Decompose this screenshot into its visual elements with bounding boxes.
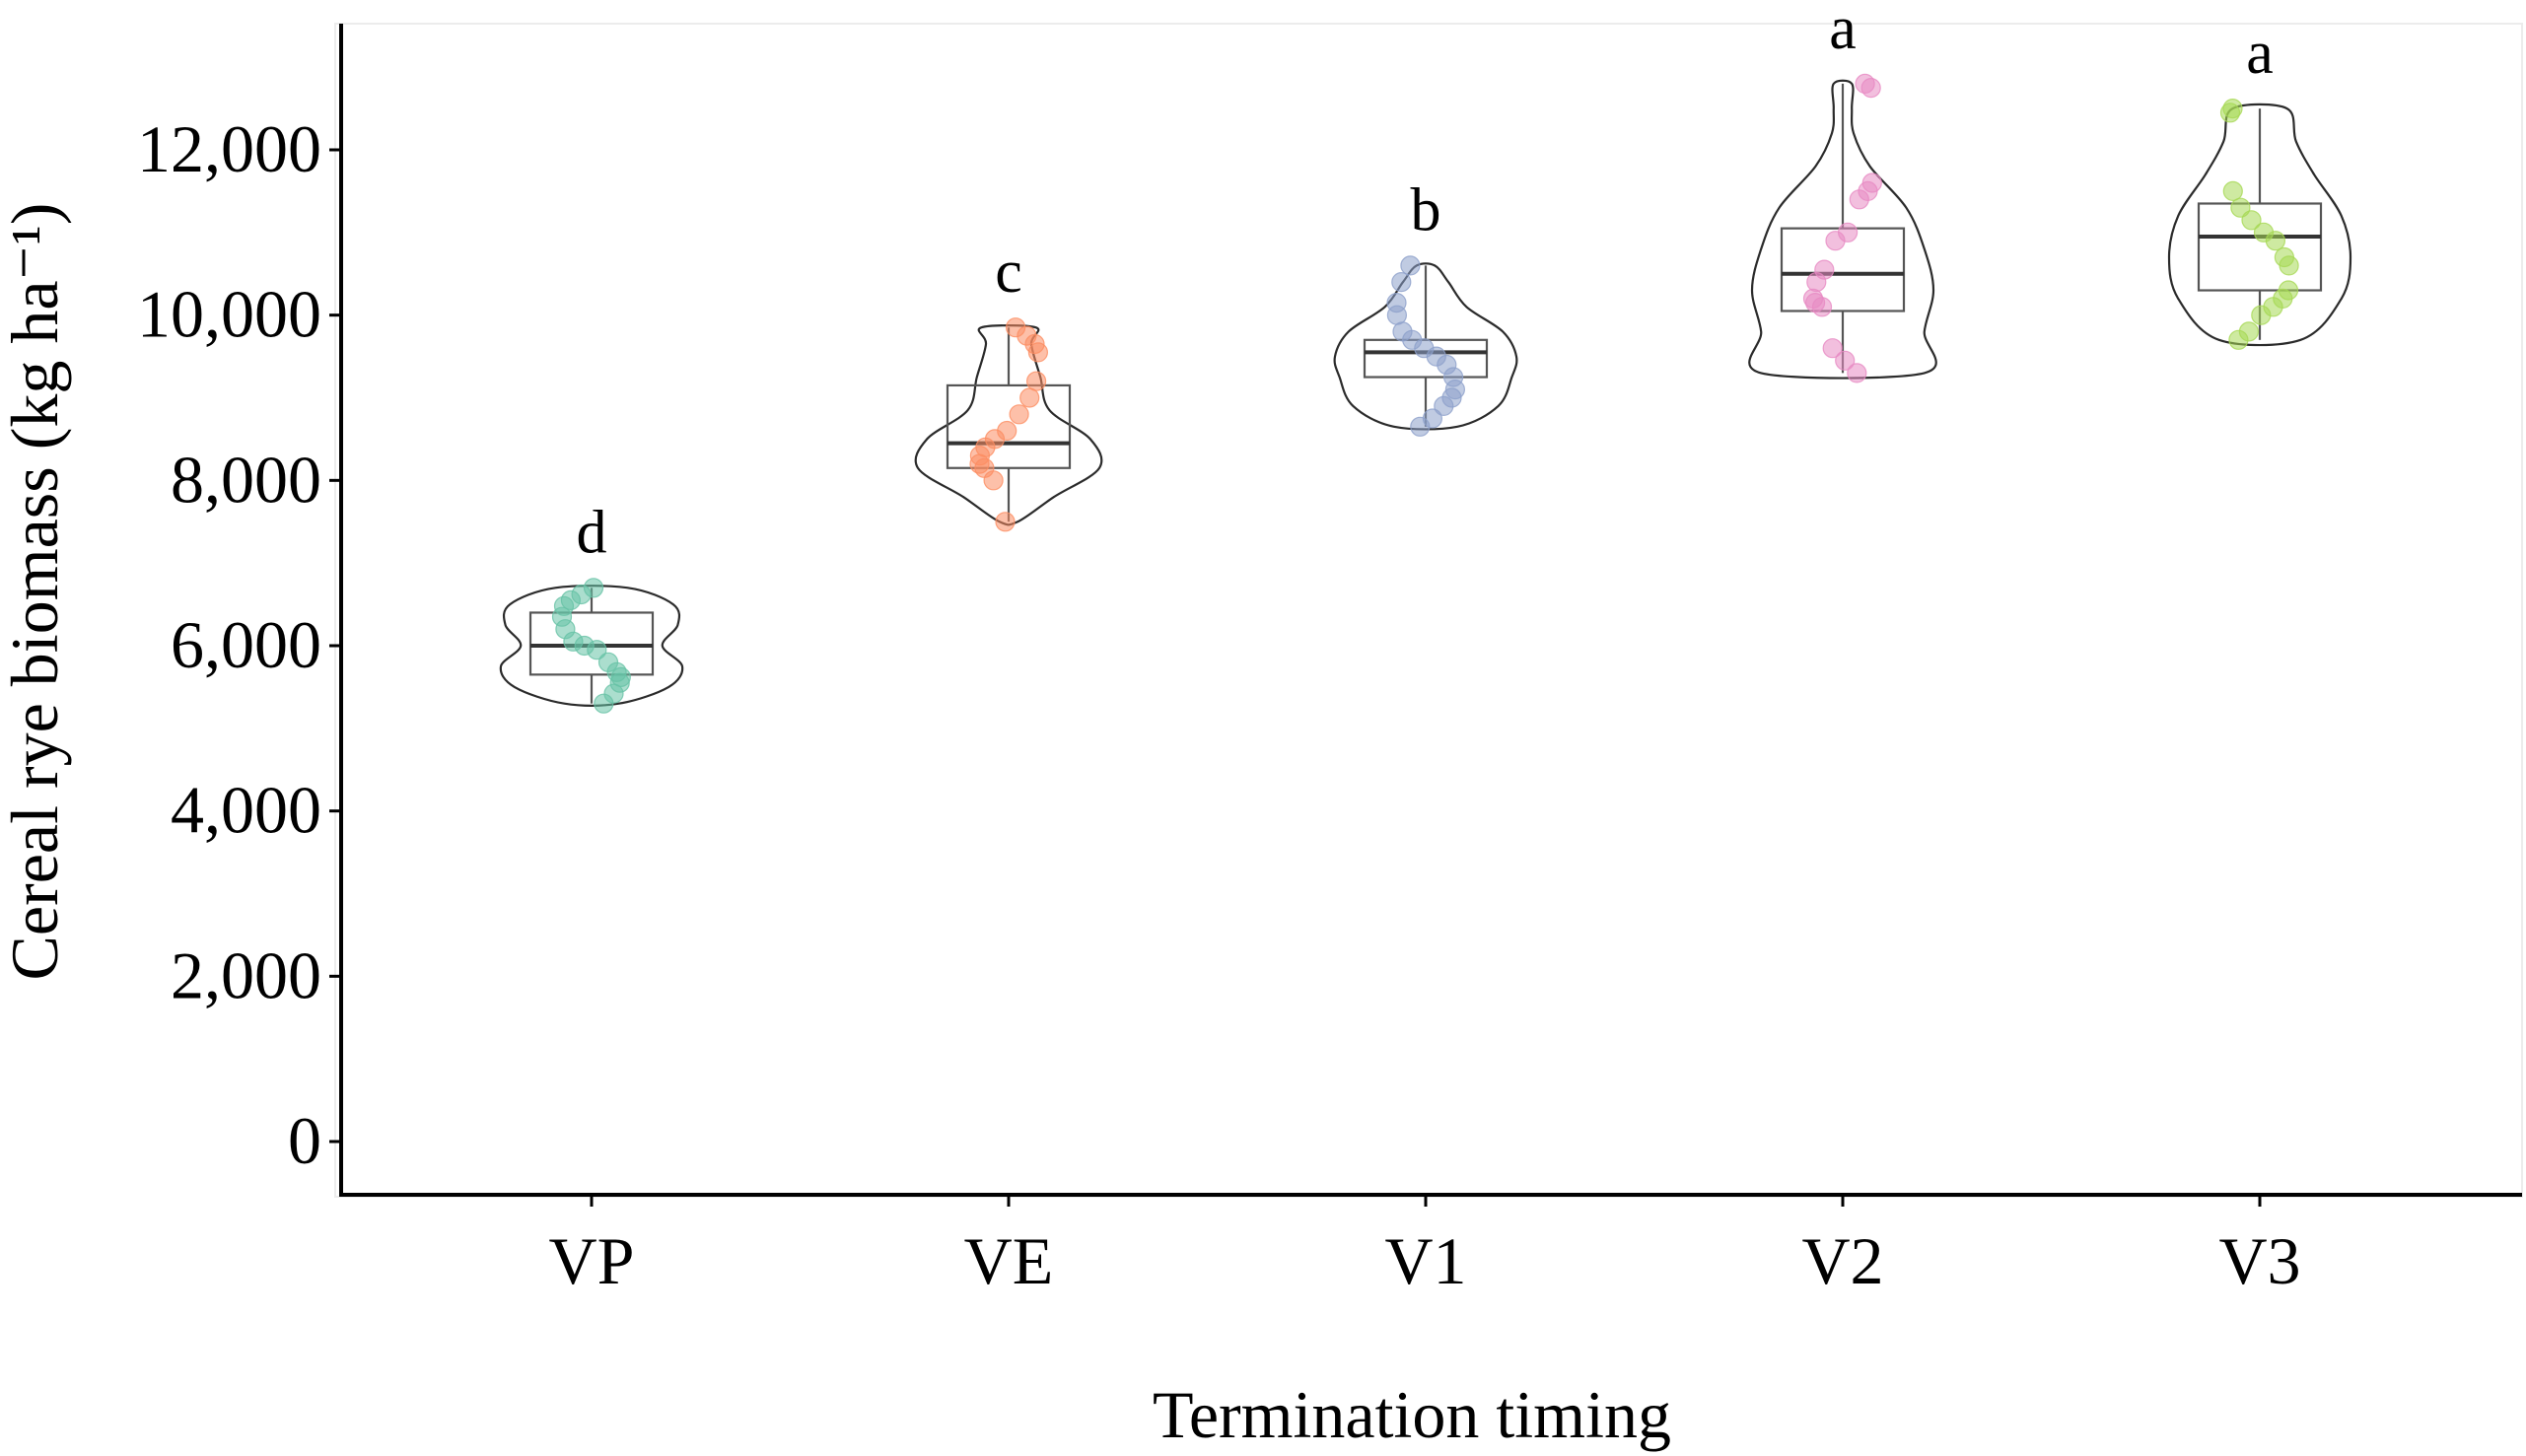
point-v1-10 xyxy=(1392,321,1413,342)
x-tick-label-v1: V1 xyxy=(1384,1223,1466,1298)
points-layer xyxy=(551,73,2299,714)
violin-v2 xyxy=(1748,79,1937,380)
point-ve-8 xyxy=(1009,404,1029,425)
significance-letters: d c b a a xyxy=(577,0,2274,566)
x-tick-label-v3: V3 xyxy=(2218,1223,2300,1298)
point-v2-12 xyxy=(1861,173,1882,193)
y-axis-title: Cereal rye biomass (kg ha⁻¹) xyxy=(0,203,72,981)
point-v2-1 xyxy=(1835,350,1856,371)
x-axis: VP VE V1 V2 V3 xyxy=(339,1193,2522,1298)
point-v2-7 xyxy=(1814,259,1835,280)
point-v1-12 xyxy=(1386,293,1407,313)
point-ve-10 xyxy=(1025,371,1047,391)
letter-v1: b xyxy=(1411,176,1441,243)
point-v2-14 xyxy=(1855,73,1875,95)
violin-ve xyxy=(914,324,1103,526)
point-v1-13 xyxy=(1391,272,1412,293)
point-v2-2 xyxy=(1822,338,1843,359)
point-ve-14 xyxy=(1005,317,1026,338)
point-ve-9 xyxy=(1019,387,1040,408)
point-v3-9 xyxy=(2253,222,2275,243)
y-tick-label-8000: 8,000 xyxy=(171,442,321,517)
point-v2-5 xyxy=(1802,288,1824,309)
x-tick-label-v2: V2 xyxy=(1801,1223,1883,1298)
y-tick-label-2000: 2,000 xyxy=(171,937,321,1012)
x-tick-label-vp: VP xyxy=(549,1223,635,1298)
letter-vp: d xyxy=(577,499,607,566)
point-ve-0 xyxy=(995,512,1016,532)
letter-v3: a xyxy=(2246,20,2274,87)
point-v3-7 xyxy=(2274,246,2294,268)
point-v1-1 xyxy=(1422,408,1443,429)
box-v3 xyxy=(2197,202,2323,292)
letter-v2: a xyxy=(1829,0,1857,62)
point-vp-5 xyxy=(597,652,619,672)
y-tick-label-4000: 4,000 xyxy=(171,773,321,848)
y-tick-label-10000: 10,000 xyxy=(137,277,321,352)
point-v3-14 xyxy=(2222,98,2243,119)
y-tick-label-6000: 6,000 xyxy=(171,607,321,682)
point-v3-11 xyxy=(2230,197,2251,218)
point-v3-1 xyxy=(2238,321,2259,342)
point-v3-12 xyxy=(2222,180,2243,201)
violin-vp xyxy=(499,585,684,707)
box-vp xyxy=(528,611,655,676)
point-vp-14 xyxy=(583,578,604,598)
x-tick-label-ve: VE xyxy=(964,1223,1054,1298)
point-v2-9 xyxy=(1837,222,1859,243)
x-axis-title: Termination timing xyxy=(1153,1377,1671,1452)
y-tick-label-12000: 12,000 xyxy=(137,111,321,186)
point-v2-0 xyxy=(1847,363,1867,383)
box-ve xyxy=(946,383,1072,469)
point-v1-14 xyxy=(1400,255,1421,276)
letter-ve: c xyxy=(995,239,1022,306)
point-ve-7 xyxy=(997,420,1017,442)
y-tick-label-0: 0 xyxy=(288,1103,321,1178)
y-axis: 0 2,000 4,000 6,000 8,000 10,000 12,000 xyxy=(137,24,343,1197)
point-v3-5 xyxy=(2278,280,2299,301)
